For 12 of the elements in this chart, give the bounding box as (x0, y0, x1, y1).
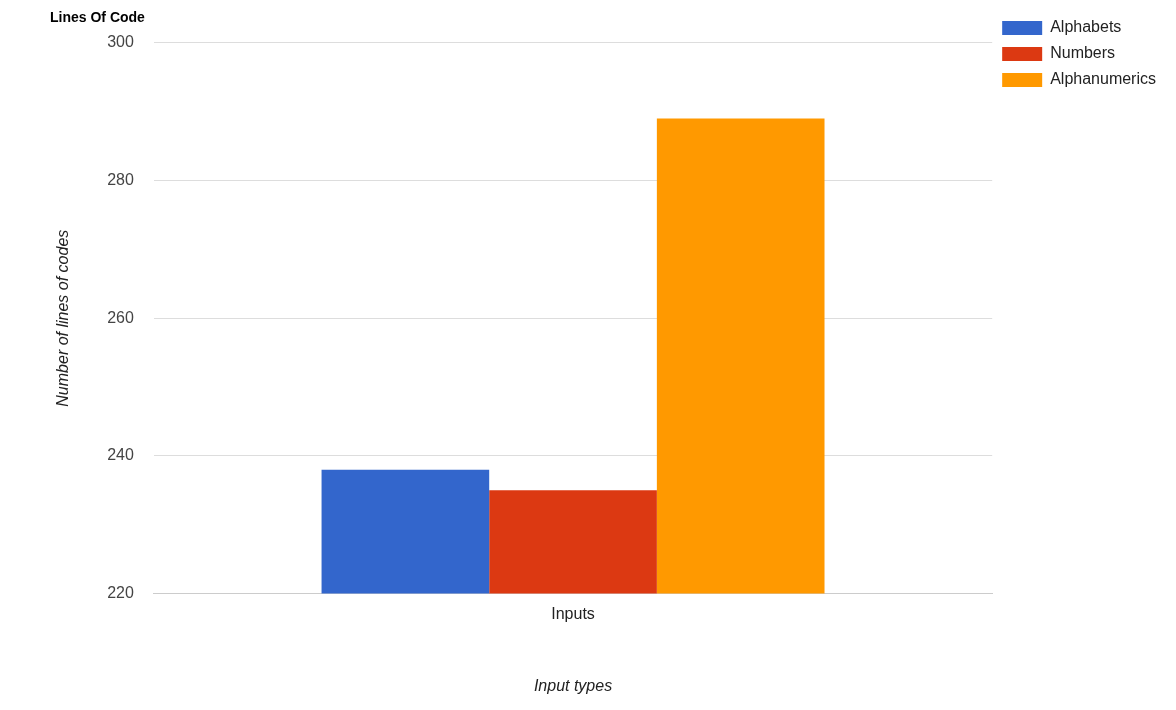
chart-title: Lines Of Code (50, 9, 146, 26)
legend-label: Alphabets (1050, 18, 1122, 36)
x-tick-label: Inputs (551, 604, 595, 622)
y-axis-title: Number of lines of codes (54, 229, 72, 407)
x-axis-title: Input types (533, 676, 613, 694)
y-tick-label: 300 (107, 33, 134, 51)
y-tick-label: 280 (107, 170, 134, 188)
y-tick-label: 240 (107, 446, 134, 464)
y-tick-label: 220 (107, 584, 134, 602)
legend-label: Numbers (1050, 44, 1116, 62)
legend-label: Alphanumerics (1050, 70, 1156, 88)
y-tick-label: 260 (107, 308, 134, 326)
